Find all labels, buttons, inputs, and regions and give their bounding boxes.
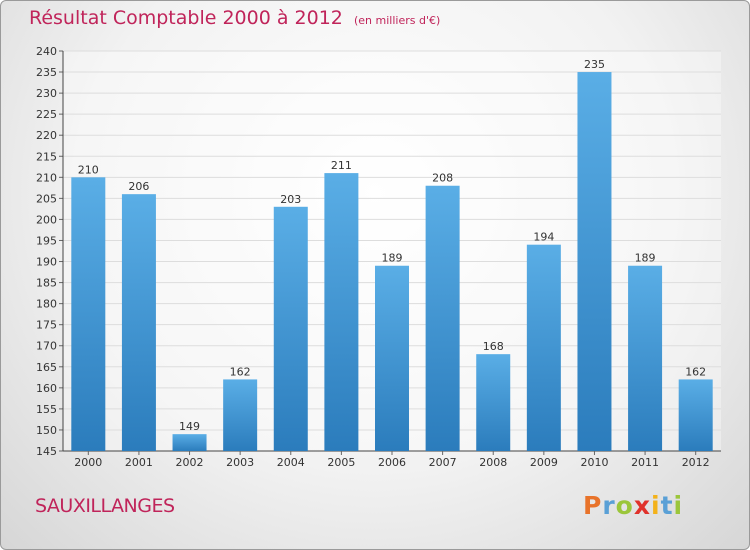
bar[interactable] [526,244,561,451]
x-tick-label: 2000 [74,456,102,469]
y-tick-label: 215 [36,150,57,163]
y-tick-label: 225 [36,108,57,121]
bar[interactable] [324,173,359,451]
x-tick-label: 2012 [682,456,710,469]
bar-value-label: 162 [685,365,706,378]
bar[interactable] [223,379,258,451]
logo-letter: i [651,491,661,520]
logo-letter: o [615,491,634,520]
bar[interactable] [678,379,713,451]
bar[interactable] [628,265,663,451]
bar-value-label: 206 [128,180,149,193]
chart-title: Résultat Comptable 2000 à 2012 [29,7,343,29]
x-tick-label: 2006 [378,456,406,469]
bar-value-label: 194 [533,231,554,244]
logo-letter: r [602,491,616,520]
bar[interactable] [71,177,106,451]
y-tick-label: 145 [36,445,57,458]
y-tick-label: 175 [36,319,57,332]
bar-value-label: 168 [483,340,504,353]
x-tick-label: 2005 [327,456,355,469]
y-tick-label: 240 [36,45,57,58]
x-tick-label: 2008 [479,456,507,469]
bar-value-label: 208 [432,172,453,185]
bar-value-label: 189 [635,252,656,265]
x-tick-label: 2011 [631,456,659,469]
bar[interactable] [172,434,207,451]
logo-letter: t [660,491,674,520]
place-name: SAUXILLANGES [35,495,175,517]
x-tick-label: 2009 [530,456,558,469]
x-tick-label: 2010 [580,456,608,469]
y-tick-label: 150 [36,424,57,437]
y-tick-label: 235 [36,66,57,79]
y-tick-label: 160 [36,382,57,395]
bar[interactable] [577,72,612,451]
bar[interactable] [476,354,511,451]
bar-value-label: 162 [230,365,251,378]
y-tick-label: 190 [36,256,57,269]
bar[interactable] [121,194,156,451]
y-tick-label: 210 [36,171,57,184]
bar-value-label: 211 [331,159,352,172]
bar[interactable] [425,185,460,451]
y-tick-label: 220 [36,129,57,142]
y-tick-label: 195 [36,234,57,247]
logo-letter: P [583,491,603,520]
y-tick-label: 155 [36,403,57,416]
chart-unit: (en milliers d'€) [353,14,441,27]
x-tick-label: 2004 [277,456,305,469]
bar[interactable] [273,206,308,451]
logo-letter: x [633,491,651,520]
y-tick-label: 180 [36,298,57,311]
bar-value-label: 149 [179,420,200,433]
bar-value-label: 203 [280,193,301,206]
y-tick-label: 205 [36,192,57,205]
y-tick-label: 185 [36,277,57,290]
x-tick-label: 2003 [226,456,254,469]
x-tick-label: 2002 [176,456,204,469]
chart-title-block: Résultat Comptable 2000 à 2012 (en milli… [29,7,440,29]
x-tick-label: 2001 [125,456,153,469]
proxiti-logo[interactable]: Proxiti [583,491,683,520]
y-tick-label: 230 [36,87,57,100]
y-tick-label: 165 [36,361,57,374]
bar-value-label: 235 [584,58,605,71]
y-tick-label: 170 [36,340,57,353]
logo-letter: i [673,491,684,520]
bar-value-label: 210 [78,163,99,176]
bar-value-label: 189 [382,252,403,265]
x-tick-label: 2007 [429,456,457,469]
y-tick-label: 200 [36,213,57,226]
bar[interactable] [375,265,409,451]
